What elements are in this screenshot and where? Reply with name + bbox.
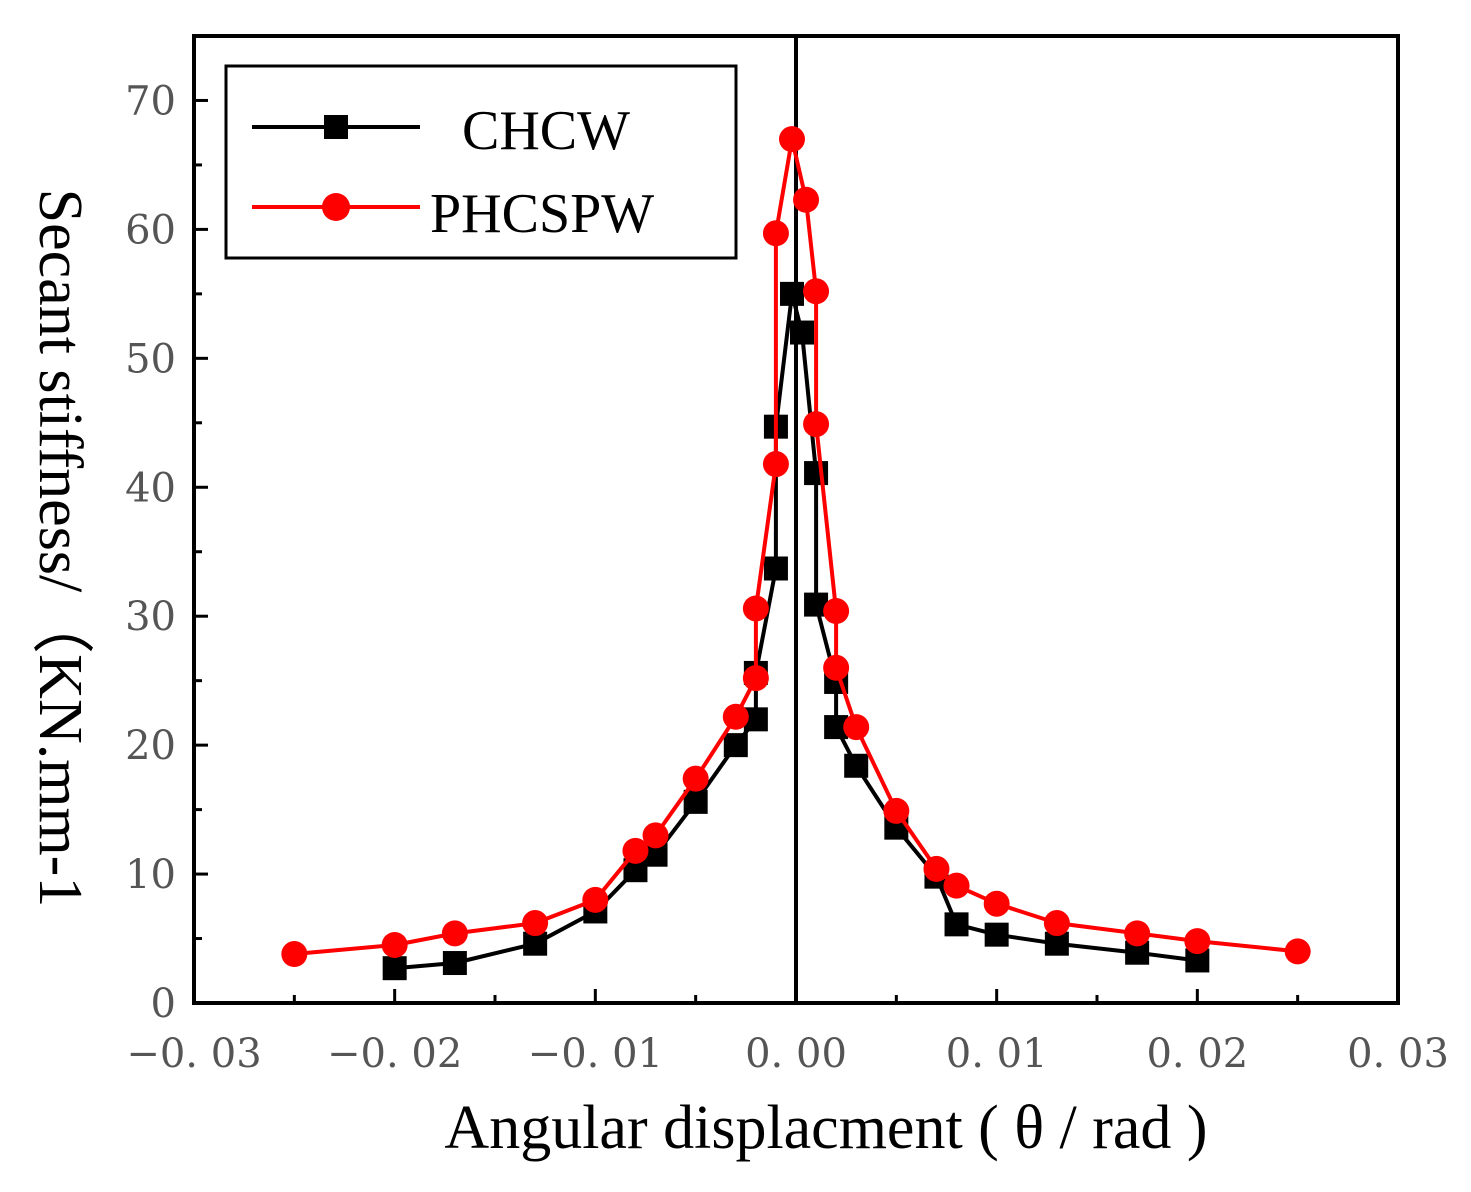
- y-tick-label: 50: [125, 336, 176, 382]
- data-point: [804, 461, 829, 486]
- data-point: [778, 126, 805, 153]
- data-point: [984, 922, 1009, 947]
- data-point: [844, 753, 869, 778]
- series-phcspw: [281, 126, 1311, 968]
- data-point: [823, 598, 850, 625]
- data-point: [1124, 920, 1151, 947]
- data-point: [943, 872, 970, 899]
- data-series: [281, 126, 1311, 981]
- data-point: [762, 220, 789, 247]
- legend-marker-phcspw: [322, 193, 350, 221]
- y-tick-label: 30: [125, 594, 176, 640]
- data-point: [682, 765, 709, 792]
- x-tick-label: 0. 02: [1146, 1031, 1248, 1077]
- data-point: [793, 186, 820, 213]
- data-point: [1043, 910, 1070, 937]
- data-point: [803, 278, 830, 305]
- data-point: [1284, 938, 1311, 965]
- data-point: [762, 451, 789, 478]
- y-tick-label: 70: [125, 78, 176, 124]
- data-point: [683, 789, 708, 814]
- legend-label-chcw: CHCW: [462, 100, 630, 162]
- x-tick-label: −0. 02: [327, 1031, 462, 1077]
- data-point: [779, 281, 804, 306]
- x-tick-label: 0. 00: [745, 1031, 847, 1077]
- legend-label-phcspw: PHCSPW: [430, 183, 654, 245]
- x-axis-title: Angular displacment ( θ / rad ): [444, 1094, 1207, 1162]
- legend-box: [224, 64, 738, 260]
- data-point: [983, 890, 1010, 917]
- data-point: [790, 320, 815, 345]
- y-tick-label: 0: [151, 981, 176, 1027]
- legend: CHCW PHCSPW: [224, 64, 738, 260]
- data-point: [723, 733, 748, 758]
- data-point: [381, 931, 408, 958]
- data-point: [803, 411, 830, 438]
- x-tick-label: 0. 01: [946, 1031, 1048, 1077]
- data-point: [441, 920, 468, 947]
- legend-marker-chcw: [324, 115, 348, 139]
- series-line: [294, 137, 1298, 956]
- y-tick-label: 20: [125, 723, 176, 769]
- data-point: [823, 654, 850, 681]
- data-point: [883, 797, 910, 824]
- data-point: [742, 595, 769, 622]
- data-point: [281, 941, 308, 968]
- data-point: [622, 837, 649, 864]
- data-point: [1184, 928, 1211, 955]
- data-point: [582, 886, 609, 913]
- x-tick-label: 0. 03: [1347, 1031, 1449, 1077]
- axis-ticks: −0. 03 −0. 02 −0. 01 0. 00 0. 01 0. 02 0. 03 0 1…: [125, 78, 1449, 1077]
- y-tick-label: 40: [125, 465, 176, 511]
- data-point: [944, 912, 969, 937]
- y-axis-title: Secant stiffness/（KN.mm-1: [26, 189, 94, 908]
- y-tick-label: 60: [125, 207, 176, 253]
- data-point: [442, 951, 467, 976]
- data-point: [763, 556, 788, 581]
- data-point: [382, 956, 407, 981]
- data-point: [742, 665, 769, 692]
- data-point: [923, 855, 950, 882]
- data-point: [722, 703, 749, 730]
- data-point: [843, 714, 870, 741]
- y-tick-label: 10: [125, 852, 176, 898]
- x-tick-label: −0. 01: [528, 1031, 663, 1077]
- data-point: [642, 822, 669, 849]
- data-point: [522, 910, 549, 937]
- plot-frame: [192, 34, 1400, 1005]
- x-tick-label: −0. 03: [126, 1031, 261, 1077]
